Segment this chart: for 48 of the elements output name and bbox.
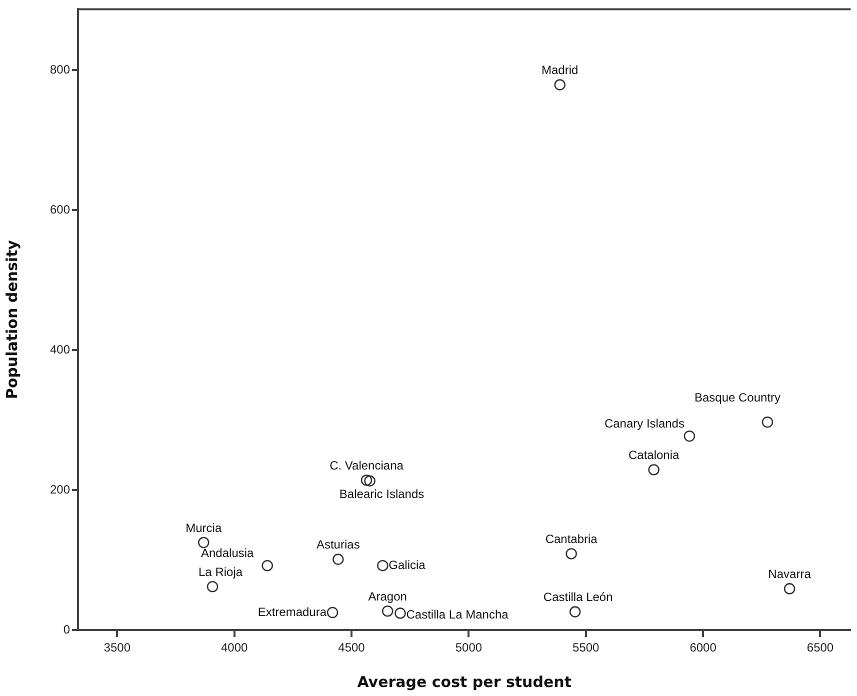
annotation: Balearic Islands: [339, 487, 424, 502]
point: [332, 554, 344, 565]
x-tick-label: 3500: [104, 640, 131, 655]
x-tick-label: 5000: [455, 640, 482, 655]
point: [360, 474, 372, 486]
point: [382, 605, 394, 617]
point: [554, 79, 566, 90]
x-tick-label: 4000: [220, 640, 248, 655]
point: [569, 606, 581, 618]
annotation: Asturias: [316, 538, 360, 552]
annotation: Extremadura: [258, 604, 327, 619]
annotation: Castilla La Mancha: [406, 608, 509, 622]
annotation: Madrid: [542, 63, 578, 78]
x-tick-label: 4500: [338, 640, 366, 655]
annotation: Andalusia: [201, 546, 254, 560]
x-tick-label: 6500: [806, 640, 834, 655]
y-tick-label: 0: [63, 622, 70, 636]
point: [684, 430, 696, 442]
annotation: Canary Islands: [604, 416, 684, 430]
annotation: C. Valenciana: [330, 458, 404, 473]
point: [206, 580, 218, 592]
annotation: Galicia: [388, 558, 426, 572]
point: [762, 416, 774, 428]
y-tick-label: 200: [50, 482, 70, 496]
y-tick-label: 600: [50, 202, 70, 216]
point: [364, 475, 376, 487]
annotation: Aragon: [368, 589, 407, 604]
y-tick-label: 800: [50, 62, 70, 76]
annotation: Castilla León: [543, 590, 613, 604]
point: [566, 548, 577, 560]
point: [394, 608, 406, 619]
point: [784, 583, 796, 594]
x-axis-title: Average cost per student: [357, 672, 572, 691]
point: [262, 560, 274, 572]
annotation: La Rioja: [198, 564, 243, 579]
x-tick-label: 6000: [690, 640, 717, 655]
annotation: Basque Country: [694, 390, 781, 404]
annotation: Murcia: [186, 520, 222, 535]
point: [377, 560, 388, 572]
annotation: Navarra: [768, 567, 812, 582]
point: [648, 464, 660, 476]
annotation: Catalonia: [628, 448, 680, 462]
y-tick-label: 400: [50, 342, 70, 356]
annotation: Cantabria: [545, 532, 598, 546]
x-tick-label: 5500: [572, 640, 600, 655]
point: [198, 536, 210, 548]
y-axis-title: Population density: [2, 240, 21, 400]
point: [326, 606, 338, 618]
